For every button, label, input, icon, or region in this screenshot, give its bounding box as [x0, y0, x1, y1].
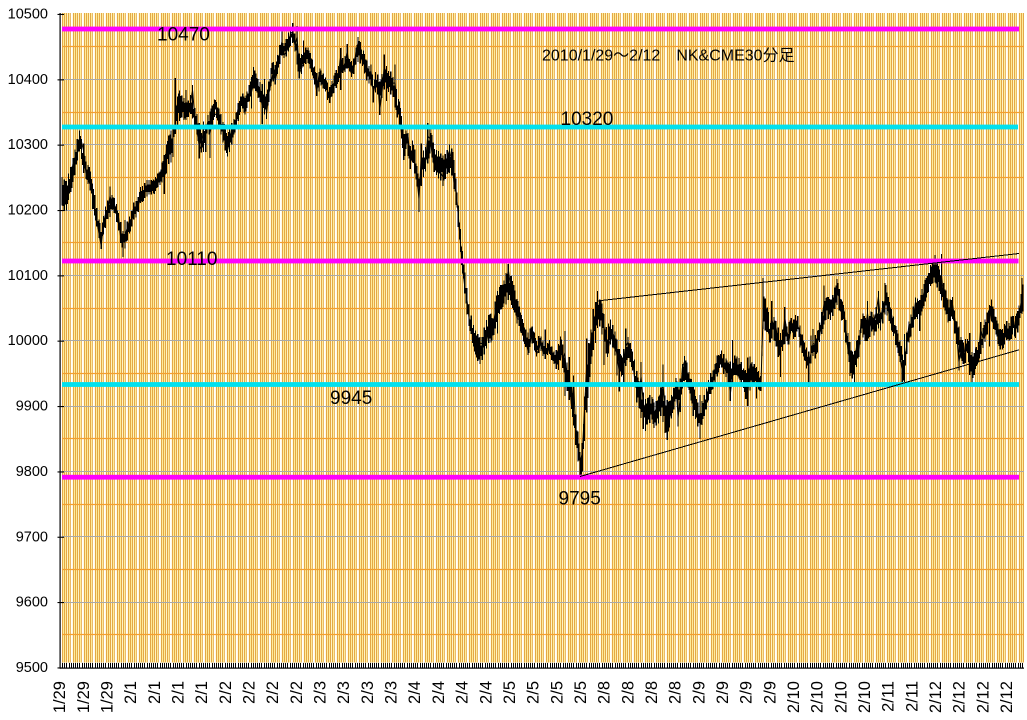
svg-text:2/5: 2/5 — [525, 681, 543, 704]
svg-text:2/4: 2/4 — [406, 681, 424, 704]
svg-text:2/4: 2/4 — [430, 681, 448, 704]
svg-text:2/4: 2/4 — [454, 681, 472, 704]
svg-text:2/9: 2/9 — [690, 681, 708, 704]
svg-text:9945: 9945 — [330, 388, 372, 409]
svg-text:2/1: 2/1 — [146, 681, 164, 704]
svg-text:10100: 10100 — [8, 268, 48, 284]
svg-text:2/8: 2/8 — [643, 681, 661, 704]
svg-text:2/11: 2/11 — [903, 681, 921, 712]
svg-text:2/12: 2/12 — [927, 681, 945, 713]
svg-text:2/4: 2/4 — [477, 681, 495, 704]
svg-text:2/9: 2/9 — [738, 681, 756, 704]
svg-text:2/12: 2/12 — [974, 681, 992, 713]
svg-text:9700: 9700 — [16, 529, 48, 545]
svg-text:2/2: 2/2 — [241, 681, 259, 704]
svg-text:9900: 9900 — [16, 399, 48, 415]
svg-text:10000: 10000 — [8, 333, 48, 349]
svg-text:2/1: 2/1 — [193, 681, 211, 704]
svg-text:2/8: 2/8 — [596, 681, 614, 704]
svg-text:2/2: 2/2 — [264, 681, 282, 704]
svg-text:2/1: 2/1 — [170, 681, 188, 704]
svg-text:2/10: 2/10 — [832, 681, 850, 713]
svg-text:2/12: 2/12 — [998, 681, 1016, 713]
svg-text:10500: 10500 — [8, 7, 48, 23]
svg-text:2/9: 2/9 — [761, 681, 779, 704]
svg-text:10300: 10300 — [8, 137, 48, 153]
svg-text:10400: 10400 — [8, 72, 48, 88]
svg-text:10470: 10470 — [157, 25, 210, 46]
svg-text:2/10: 2/10 — [856, 681, 874, 713]
svg-text:2/5: 2/5 — [572, 681, 590, 704]
svg-text:9600: 9600 — [16, 595, 48, 611]
svg-text:2/9: 2/9 — [714, 681, 732, 704]
svg-text:2/2: 2/2 — [217, 681, 235, 704]
svg-text:2/5: 2/5 — [548, 681, 566, 704]
svg-text:2/10: 2/10 — [809, 681, 827, 713]
svg-text:1/29: 1/29 — [51, 681, 69, 713]
svg-text:2/3: 2/3 — [359, 681, 377, 704]
svg-text:9800: 9800 — [16, 464, 48, 480]
svg-text:2/12: 2/12 — [951, 681, 969, 713]
svg-text:9500: 9500 — [16, 660, 48, 676]
svg-text:2/3: 2/3 — [383, 681, 401, 704]
svg-text:2/2: 2/2 — [288, 681, 306, 704]
svg-text:10200: 10200 — [8, 203, 48, 219]
svg-text:2/3: 2/3 — [335, 681, 353, 704]
svg-text:2/11: 2/11 — [880, 681, 898, 712]
svg-text:10110: 10110 — [166, 249, 217, 270]
svg-text:2/10: 2/10 — [785, 681, 803, 713]
svg-text:2/8: 2/8 — [667, 681, 685, 704]
svg-text:2/3: 2/3 — [312, 681, 330, 704]
svg-text:9795: 9795 — [559, 489, 601, 510]
svg-text:2/5: 2/5 — [501, 681, 519, 704]
svg-text:2/8: 2/8 — [619, 681, 637, 704]
svg-text:10320: 10320 — [561, 109, 614, 130]
svg-text:1/29: 1/29 — [75, 681, 93, 713]
svg-text:1/29: 1/29 — [99, 681, 117, 713]
svg-text:2010/1/29～2/12 NK&CME30分足: 2010/1/29～2/12 NK&CME30分足 — [542, 47, 795, 65]
svg-text:2/1: 2/1 — [122, 681, 140, 704]
